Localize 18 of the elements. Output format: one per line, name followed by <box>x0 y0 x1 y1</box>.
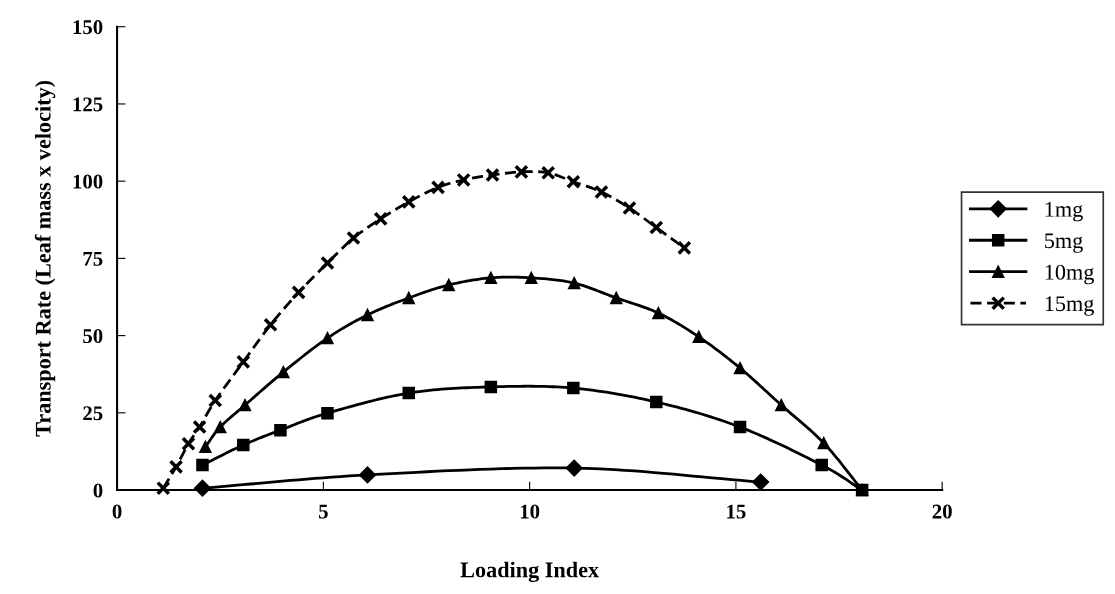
y-tick-label: 125 <box>73 97 103 112</box>
x-tick-label: 10 <box>520 504 540 519</box>
y-tick-label: 150 <box>73 20 103 35</box>
y-tick-label: 100 <box>73 174 103 189</box>
y-tick-label: 75 <box>83 251 103 266</box>
legend-label: 5mg <box>1045 233 1083 253</box>
y-tick-label: 0 <box>93 483 103 498</box>
x-axis-title: Loading Index <box>460 561 599 583</box>
legend-label: 1mg <box>1045 201 1083 222</box>
y-tick-label: 25 <box>83 406 103 421</box>
legend-label: 15mg <box>1045 296 1094 316</box>
x-tick-label: 5 <box>318 504 328 519</box>
x-tick-label: 15 <box>727 504 746 519</box>
x-tick-label: 20 <box>932 504 952 519</box>
x-tick-label: 0 <box>112 504 122 519</box>
y-tick-label: 50 <box>83 328 103 344</box>
y-axis-title: Transport Rate (Leaf mass x velocity) <box>34 80 56 437</box>
legend-label: 10mg <box>1045 264 1094 285</box>
